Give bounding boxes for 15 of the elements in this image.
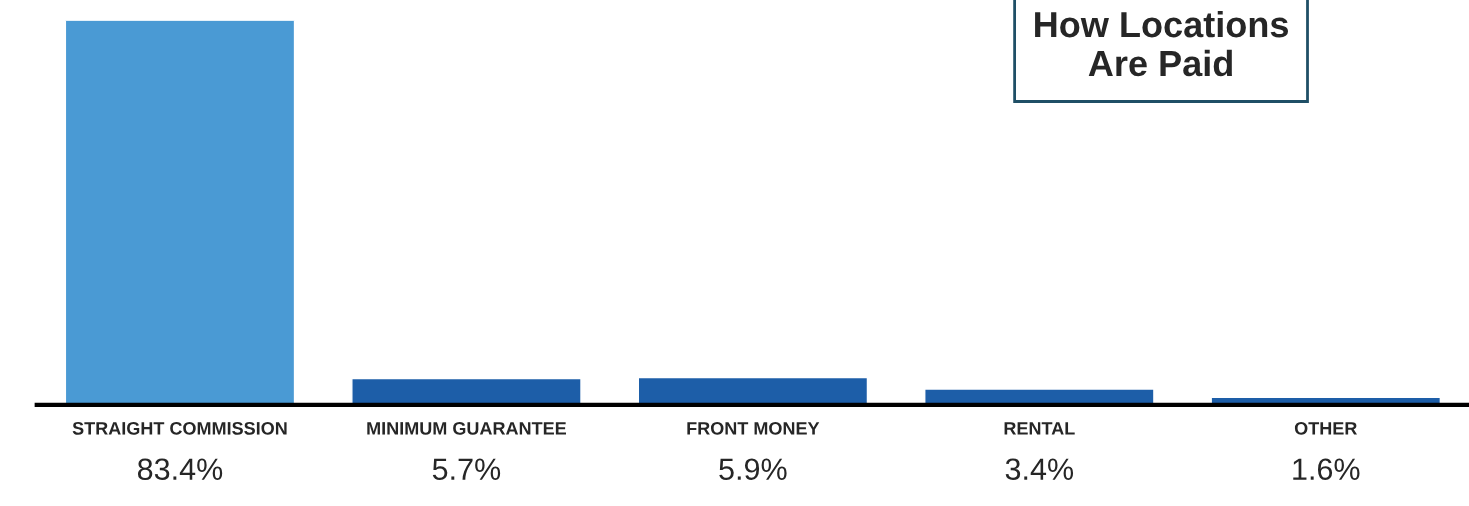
bar xyxy=(64,20,296,405)
x-tick-label: FRONT MONEY xyxy=(687,421,820,435)
x-tick-label: OTHER xyxy=(1294,421,1357,435)
data-label: 5.9% xyxy=(719,458,787,481)
bar xyxy=(351,377,582,405)
x-tick-label: STRAIGHT COMMISSION xyxy=(72,421,287,435)
x-tick-label: RENTAL xyxy=(1004,422,1075,435)
data-label: 5.7% xyxy=(432,458,501,481)
x-tick-label: MINIMUM GUARANTEE xyxy=(367,421,567,435)
bar xyxy=(924,388,1155,405)
bar xyxy=(637,376,869,405)
data-label: 83.4% xyxy=(137,458,223,481)
data-label: 3.4% xyxy=(1005,458,1074,481)
data-label: 1.6% xyxy=(1293,458,1360,481)
chart-title: How Locations Are Paid xyxy=(1035,10,1288,77)
